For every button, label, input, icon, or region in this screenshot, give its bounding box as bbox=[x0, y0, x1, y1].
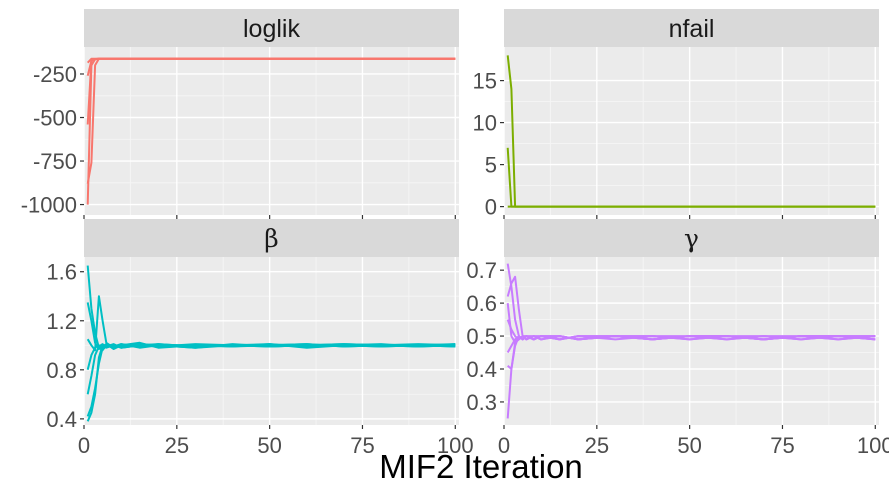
y-tick-label: -250 bbox=[33, 62, 77, 87]
x-axis-label: MIF2 Iteration bbox=[379, 448, 583, 485]
y-tick-label: 0.6 bbox=[466, 291, 497, 316]
y-tick-label: 5 bbox=[485, 153, 497, 178]
series-line bbox=[86, 57, 456, 64]
panel-background bbox=[84, 257, 459, 425]
x-tick-label: 25 bbox=[165, 433, 189, 458]
panel-background bbox=[84, 47, 459, 215]
y-tick-label: 1.2 bbox=[46, 309, 77, 334]
facet-strip-label: nfail bbox=[669, 15, 715, 43]
x-tick-label: 75 bbox=[770, 433, 794, 458]
y-tick-label: 0.7 bbox=[466, 258, 497, 283]
x-tick-label: 75 bbox=[350, 433, 374, 458]
y-tick-label: 0.4 bbox=[46, 407, 77, 432]
series-line bbox=[86, 343, 456, 422]
facet-strip bbox=[84, 9, 459, 47]
y-tick-label: -500 bbox=[33, 106, 77, 131]
facet-strip bbox=[84, 219, 459, 257]
y-tick-label: 15 bbox=[473, 69, 497, 94]
facet-strip bbox=[504, 219, 879, 257]
y-tick-label: 10 bbox=[473, 111, 497, 136]
y-tick-label: 1.6 bbox=[46, 260, 77, 285]
y-tick-label: 0.8 bbox=[46, 358, 77, 383]
panel-background bbox=[504, 47, 879, 215]
y-tick-label: 0.4 bbox=[466, 357, 497, 382]
facet-strip bbox=[504, 9, 879, 47]
x-tick-label: 50 bbox=[257, 433, 281, 458]
facet-strip-label: β bbox=[264, 224, 278, 253]
facet-strip-label: γ bbox=[684, 224, 699, 253]
y-tick-label: -1000 bbox=[21, 193, 77, 218]
x-tick-label: 100 bbox=[437, 433, 474, 458]
x-tick-label: 100 bbox=[857, 433, 889, 458]
y-tick-label: 0 bbox=[485, 195, 497, 220]
facet-strip-label: loglik bbox=[243, 15, 300, 43]
x-tick-label: 0 bbox=[498, 433, 510, 458]
x-tick-label: 0 bbox=[78, 433, 90, 458]
x-tick-label: 50 bbox=[677, 433, 701, 458]
y-tick-label: 0.3 bbox=[466, 390, 497, 415]
y-tick-label: -750 bbox=[33, 149, 77, 174]
series-line bbox=[506, 302, 876, 344]
panel-background bbox=[504, 257, 879, 425]
y-tick-label: 0.5 bbox=[466, 324, 497, 349]
x-tick-label: 25 bbox=[585, 433, 609, 458]
